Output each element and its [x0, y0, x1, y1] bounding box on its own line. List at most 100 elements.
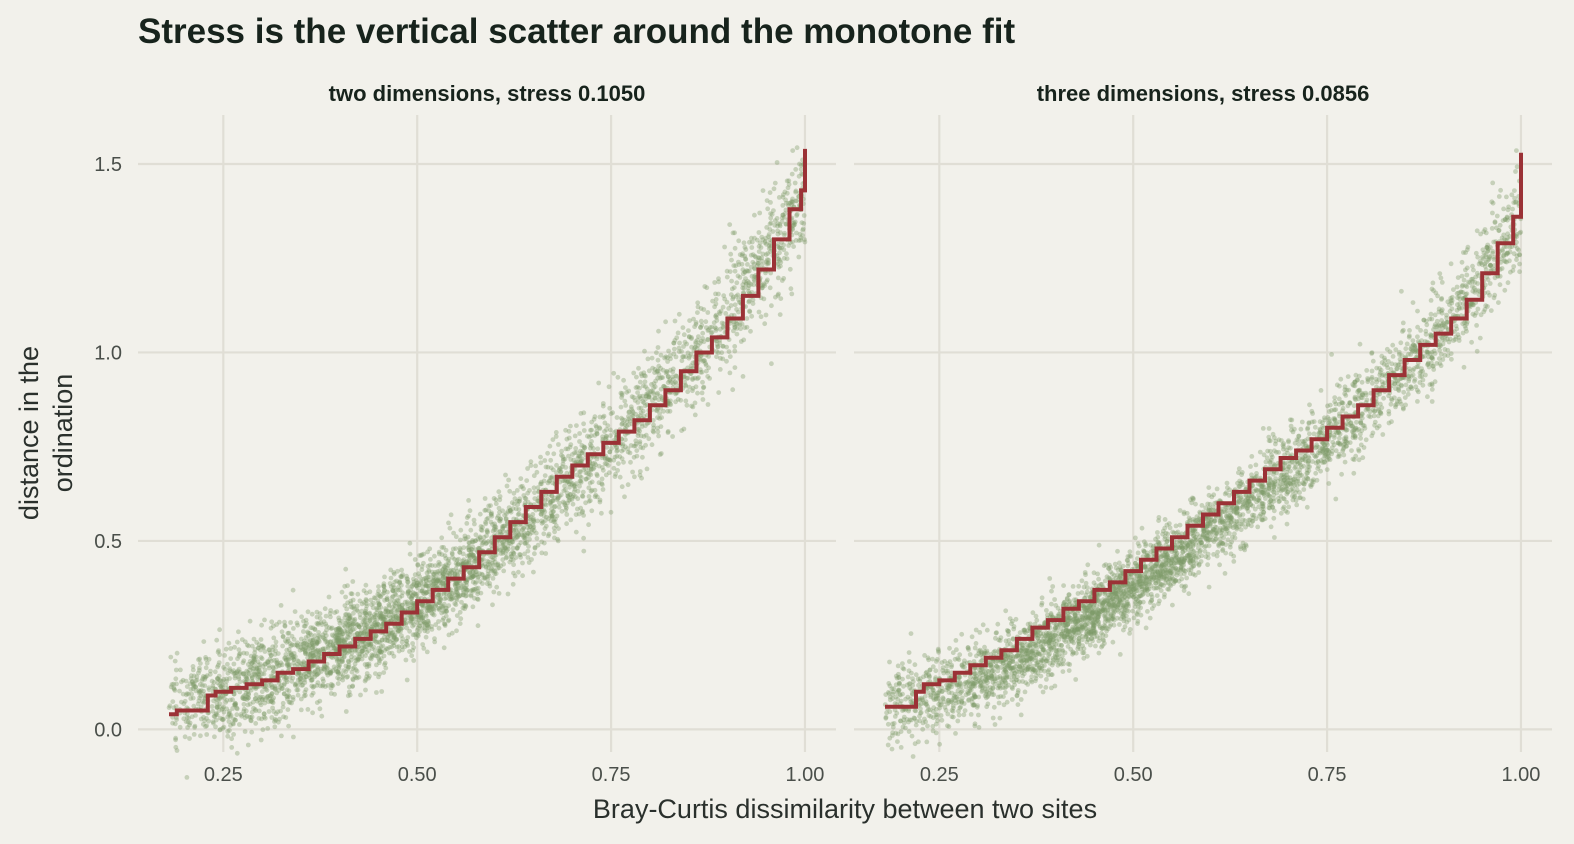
- scatter-point: [534, 536, 540, 541]
- scatter-point: [184, 684, 190, 689]
- scatter-point: [1405, 391, 1411, 397]
- scatter-point: [244, 675, 249, 681]
- scatter-point: [280, 700, 286, 706]
- scatter-point: [392, 579, 398, 585]
- scatter-point: [603, 435, 609, 441]
- scatter-point: [280, 643, 285, 649]
- scatter-point: [547, 443, 553, 449]
- scatter-point: [315, 622, 321, 627]
- scatter-point: [600, 403, 606, 409]
- scatter-point: [542, 473, 548, 478]
- scatter-point: [737, 252, 743, 258]
- scatter-point: [801, 213, 807, 218]
- scatter-point: [716, 390, 722, 395]
- scatter-point: [172, 658, 178, 664]
- scatter-point: [202, 675, 208, 680]
- scatter-point: [641, 400, 647, 406]
- scatter-point: [687, 318, 692, 323]
- scatter-point: [676, 311, 682, 317]
- scatter-point: [539, 520, 545, 526]
- scatter-point: [750, 301, 756, 306]
- scatter-point: [305, 609, 311, 615]
- scatter-point: [363, 611, 369, 616]
- scatter-point: [485, 515, 491, 521]
- scatter-point: [507, 488, 513, 494]
- scatter-point: [244, 642, 250, 648]
- y-axis-label-line-2: ordination: [48, 374, 78, 493]
- scatter-point: [732, 302, 738, 308]
- scatter-point: [488, 519, 494, 525]
- scatter-point: [230, 697, 235, 703]
- scatter-point: [229, 736, 235, 742]
- scatter-point: [423, 583, 429, 589]
- scatter-point: [381, 583, 387, 589]
- scatter-point: [331, 664, 337, 670]
- scatter-point: [237, 679, 243, 685]
- scatter-point: [322, 646, 328, 651]
- scatter-point: [520, 573, 525, 579]
- scatter-point: [783, 197, 788, 203]
- scatter-point: [501, 561, 506, 567]
- scatter-point: [197, 682, 203, 687]
- scatter-point: [1136, 543, 1142, 549]
- scatter-point: [453, 602, 459, 608]
- scatter-point: [208, 668, 213, 674]
- scatter-point: [411, 622, 417, 628]
- scatter-point: [472, 581, 478, 586]
- scatter-point: [374, 624, 380, 630]
- scatter-point: [315, 636, 320, 641]
- scatter-point: [581, 535, 586, 541]
- scatter-point: [638, 445, 644, 450]
- scatter-point: [395, 615, 401, 621]
- scatter-point: [898, 745, 904, 750]
- scatter-point: [212, 734, 217, 740]
- scatter-point: [695, 310, 700, 315]
- scatter-point: [599, 476, 605, 482]
- scatter-point: [270, 705, 275, 711]
- scatter-point: [343, 709, 349, 714]
- scatter-point: [364, 621, 370, 626]
- scatter-point: [1489, 226, 1495, 231]
- scatter-point: [649, 355, 655, 361]
- scatter-point: [233, 673, 238, 679]
- scatter-point: [589, 439, 594, 444]
- scatter-point: [503, 472, 508, 478]
- scatter-point: [278, 708, 283, 714]
- scatter-point: [614, 415, 620, 420]
- scatter-point: [228, 697, 233, 703]
- scatter-point: [1085, 562, 1091, 568]
- scatter-point: [340, 631, 345, 637]
- scatter-point: [234, 750, 240, 756]
- scatter-point: [525, 525, 530, 530]
- scatter-point: [789, 199, 794, 205]
- scatter-point: [516, 528, 522, 533]
- scatter-point: [719, 350, 725, 356]
- scatter-point: [596, 463, 602, 469]
- scatter-point: [759, 262, 765, 268]
- scatter-point: [780, 212, 786, 218]
- scatter-point: [335, 681, 341, 686]
- scatter-point: [291, 734, 296, 740]
- scatter-point: [475, 596, 480, 602]
- scatter-point: [552, 529, 557, 535]
- scatter-point: [482, 496, 488, 501]
- scatter-point: [303, 617, 309, 623]
- scatter-point: [350, 617, 356, 623]
- scatter-point: [309, 677, 315, 683]
- scatter-point: [209, 678, 215, 684]
- scatter-point: [317, 706, 323, 712]
- scatter-point: [231, 668, 237, 674]
- scatter-point: [391, 635, 397, 641]
- scatter-point: [753, 254, 759, 260]
- scatter-point: [704, 368, 709, 374]
- scatter-point: [257, 700, 263, 706]
- scatter-point: [1490, 210, 1495, 216]
- scatter-point: [395, 607, 401, 613]
- scatter-point: [1451, 287, 1456, 292]
- scatter-point: [475, 623, 481, 629]
- scatter-point: [497, 497, 503, 503]
- scatter-point: [618, 404, 624, 410]
- scatter-point: [231, 661, 237, 667]
- scatter-point: [600, 434, 605, 440]
- scatter-point: [299, 614, 304, 620]
